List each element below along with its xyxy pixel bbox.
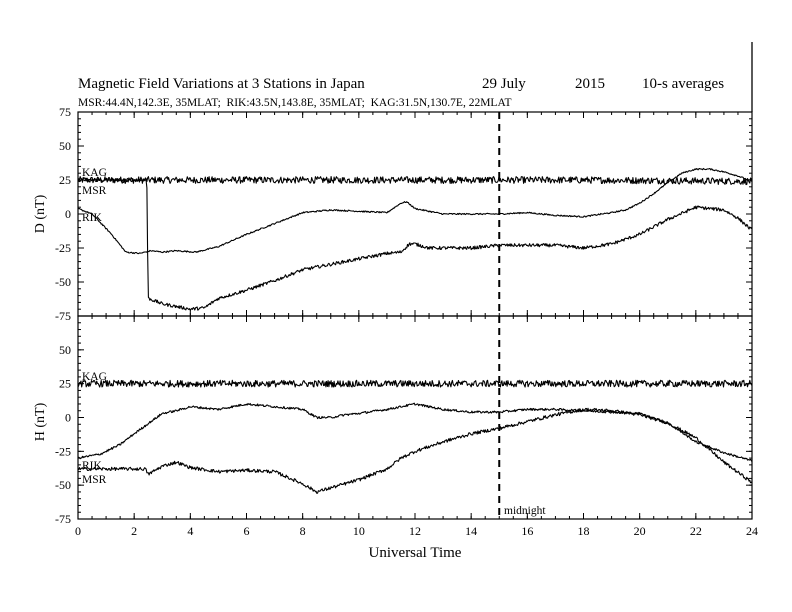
x-tick-label: 24 [746,524,758,538]
series-label-rik: RIK [82,212,103,224]
y-tick-label: -75 [55,512,71,526]
chart-averaging: 10-s averages [642,76,724,92]
y-tick-label: 50 [59,139,71,153]
y-tick-label: 0 [65,207,71,221]
midnight-annotation: midnight [504,505,546,517]
y-tick-label: 25 [59,173,71,187]
x-tick-label: 2 [131,524,137,538]
y-tick-label: -75 [55,309,71,323]
y-tick-label: 0 [65,411,71,425]
x-tick-label: 6 [244,524,250,538]
x-tick-label: 18 [578,524,590,538]
series-rik-trace [77,407,753,494]
y-axis-label: D (nT) [33,194,48,233]
series-kag-trace [77,176,753,186]
y-tick-label: -25 [55,444,71,458]
series-label-kag: KAG [82,371,107,383]
x-tick-label: 20 [634,524,646,538]
x-tick-label: 8 [300,524,306,538]
series-kag-trace [77,379,753,388]
chart-date: 29 July [482,76,526,92]
series-rik-trace [77,177,753,311]
x-tick-label: 14 [465,524,477,538]
series-label-kag: KAG [82,167,107,179]
plot-frame [77,111,753,317]
series-label-msr: MSR [82,185,107,197]
series-label-msr: MSR [82,474,107,486]
y-tick-label: -25 [55,241,71,255]
series-msr-trace [77,167,753,255]
chart-panels: 75 50 25 0 -25 -50 -75 D (nT) KAG MSR RIK 50 25 0 -25 -… [33,105,758,538]
y-tick-label: 50 [59,343,71,357]
y-tick-label: 75 [59,105,71,119]
x-axis-title: Universal Time [369,545,462,561]
y-tick-label: -50 [55,478,71,492]
chart-year: 2015 [575,76,605,92]
x-tick-label: 22 [690,524,702,538]
x-tick-label: 10 [353,524,365,538]
x-tick-label: 4 [187,524,193,538]
panel-d: 75 50 25 0 -25 -50 -75 D (nT) KAG MSR RIK [33,105,753,323]
x-tick-label: 0 [75,524,81,538]
x-tick-label: 12 [409,524,421,538]
y-tick-label: -50 [55,275,71,289]
series-msr-trace [77,402,753,463]
station-info: MSR:44.4N,142.3E, 35MLAT; RIK:43.5N,143.… [78,97,512,109]
series-label-rik: RIK [82,460,103,472]
y-tick-label: 25 [59,377,71,391]
chart-title: Magnetic Field Variations at 3 Stations … [78,76,365,92]
x-tick-label: 16 [521,524,533,538]
y-axis-label: H (nT) [33,402,48,441]
